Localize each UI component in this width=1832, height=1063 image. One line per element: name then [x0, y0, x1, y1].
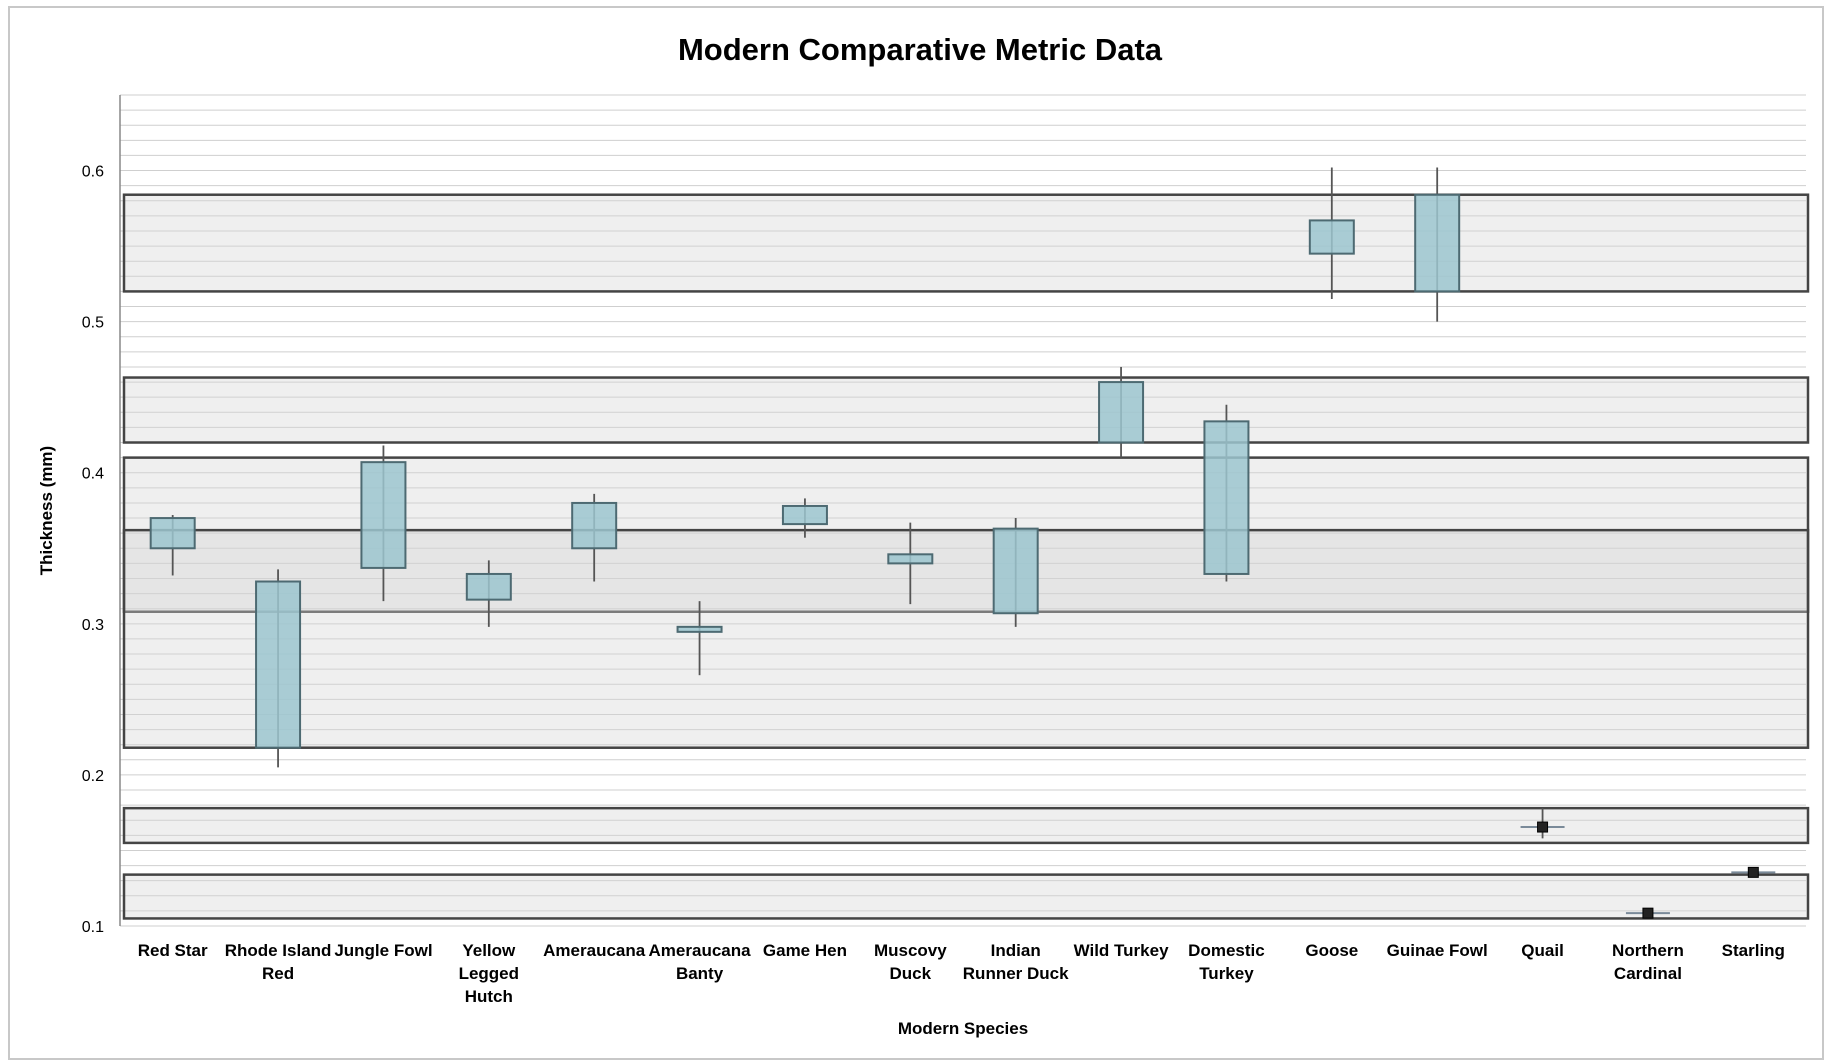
y-tick-label: 0.2 [82, 768, 104, 785]
x-category-line: Banty [676, 964, 724, 983]
box [992, 527, 1039, 615]
y-tick-label: 0.6 [82, 164, 104, 181]
x-category-line: Turkey [1199, 964, 1254, 983]
x-category-label: Yellow Legged Hutch [459, 941, 519, 1006]
range-band [122, 873, 1810, 920]
x-axis-categories: Red Star Rhode Island Red Jungle Fowl Yellow… [138, 941, 1785, 1006]
x-category-label: Domestic Turkey [1188, 941, 1265, 983]
range-band [122, 376, 1810, 444]
x-category-label: Starling [1722, 941, 1785, 960]
y-axis-ticks: 0.1 0.2 0.3 0.4 0.5 0.6 [82, 164, 104, 936]
x-category-line: Ameraucana [649, 941, 752, 960]
x-category-label: Ameraucana [543, 941, 646, 960]
x-category-line: Guinae Fowl [1387, 941, 1488, 960]
x-category-label: Red Star [138, 941, 208, 960]
x-category-line: Game Hen [763, 941, 847, 960]
x-category-line: Starling [1722, 941, 1785, 960]
box [1308, 219, 1355, 255]
x-axis-label: Modern Species [898, 1019, 1028, 1038]
box [1414, 193, 1461, 293]
box-series [149, 167, 1776, 919]
box [676, 625, 723, 633]
box [1203, 420, 1250, 575]
x-category-line: Red Star [138, 941, 208, 960]
x-category-label: Quail [1521, 941, 1564, 960]
y-tick-label: 0.5 [82, 315, 104, 332]
x-category-label: Game Hen [763, 941, 847, 960]
x-category-label: Jungle Fowl [334, 941, 432, 960]
box [1098, 381, 1145, 444]
y-tick-label: 0.4 [82, 466, 104, 483]
x-category-line: Goose [1305, 941, 1358, 960]
range-band [122, 806, 1810, 845]
x-category-line: Indian [991, 941, 1041, 960]
range-bands [122, 193, 1810, 920]
x-category-label: Indian Runner Duck [963, 941, 1069, 983]
x-category-line: Runner Duck [963, 964, 1069, 983]
x-category-label: Rhode Island Red [225, 941, 332, 983]
chart-title: Modern Comparative Metric Data [678, 32, 1163, 67]
x-category-line: Hutch [465, 987, 513, 1006]
box [255, 580, 302, 749]
x-category-line: Domestic [1188, 941, 1265, 960]
x-category-label: Ameraucana Banty [649, 941, 752, 983]
x-category-line: Cardinal [1614, 964, 1682, 983]
x-category-line: Ameraucana [543, 941, 646, 960]
x-category-line: Duck [890, 964, 932, 983]
x-category-line: Rhode Island [225, 941, 332, 960]
box [571, 501, 618, 550]
x-category-line: Wild Turkey [1074, 941, 1169, 960]
range-band [122, 193, 1810, 293]
box-marker [1642, 907, 1654, 919]
x-category-label: Goose [1305, 941, 1358, 960]
box [465, 572, 512, 601]
box-marker [1747, 866, 1759, 878]
x-category-line: Legged [459, 964, 519, 983]
x-category-line: Yellow [462, 941, 516, 960]
y-tick-label: 0.1 [82, 919, 104, 936]
x-category-line: Red [262, 964, 294, 983]
x-category-label: Northern Cardinal [1612, 941, 1684, 983]
box-marker [1537, 821, 1549, 833]
box [360, 461, 407, 569]
y-axis-label: Thickness (mm) [37, 446, 56, 575]
x-category-line: Muscovy [874, 941, 947, 960]
x-category-label: Muscovy Duck [874, 941, 947, 983]
x-category-label: Wild Turkey [1074, 941, 1169, 960]
x-category-line: Northern [1612, 941, 1684, 960]
x-category-line: Quail [1521, 941, 1564, 960]
box [887, 553, 934, 565]
x-category-label: Guinae Fowl [1387, 941, 1488, 960]
box [149, 517, 196, 550]
y-tick-label: 0.3 [82, 617, 104, 634]
x-category-line: Jungle Fowl [334, 941, 432, 960]
box [781, 504, 828, 526]
